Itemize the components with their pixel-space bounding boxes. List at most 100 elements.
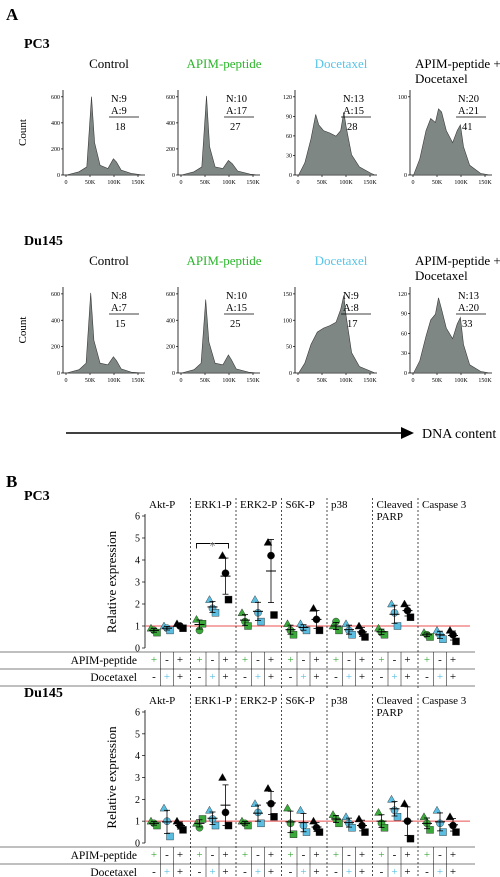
histogram-y-tick-label: 200	[51, 345, 60, 351]
treatment-sign-apim: +	[177, 849, 183, 861]
data-point	[393, 813, 402, 821]
data-point	[153, 628, 161, 637]
data-point	[348, 824, 356, 832]
treatment-sign-docetaxel: +	[177, 671, 183, 683]
histogram-y-tick-label: 0	[172, 173, 175, 179]
data-point	[393, 622, 402, 630]
treatment-sign-apim: +	[424, 849, 430, 861]
treatment-sign-docetaxel: -	[334, 866, 338, 877]
treatment-sign-docetaxel: +	[404, 671, 410, 683]
treatment-sign-apim: -	[302, 654, 306, 666]
histogram-n-count: N:13	[458, 291, 479, 302]
treatment-sign-apim: +	[333, 849, 339, 861]
cell-line-label-b: Du145	[24, 686, 63, 701]
data-point	[361, 633, 369, 641]
histogram-y-tick-label: 100	[283, 318, 292, 324]
histogram-total: 15	[115, 319, 126, 330]
condition-label: Control	[89, 253, 129, 268]
histogram-x-tick-label: 100K	[107, 180, 121, 186]
histogram-x-tick-label: 0	[180, 378, 183, 384]
treatment-sign-apim: +	[268, 654, 274, 666]
histogram-y-tick-label: 0	[289, 371, 292, 377]
condition-label: Docetaxel	[315, 56, 368, 71]
protein-label: Caspase 3	[422, 499, 467, 511]
treatment-row-label-apim: APIM-peptide	[71, 850, 137, 862]
expression-y-tick-label: 4	[135, 751, 140, 762]
data-point	[159, 803, 169, 812]
condition-label-line: Docetaxel	[415, 71, 468, 86]
histogram-x-tick-label: 50K	[200, 180, 211, 186]
treatment-sign-apim: +	[424, 654, 430, 666]
cell-line-label-a: PC3	[24, 37, 50, 52]
condition-label: APIM-peptide + Docetaxel	[415, 253, 500, 283]
data-point	[257, 617, 265, 626]
protein-label-line: Cleaved	[377, 499, 414, 511]
treatment-sign-apim: +	[378, 849, 384, 861]
treatment-sign-docetaxel: -	[243, 866, 247, 877]
treatment-sign-apim: -	[165, 654, 169, 666]
histogram-a-count: A:15	[226, 303, 247, 314]
histogram-y-tick-label: 150	[283, 292, 292, 298]
expression-y-tick-label: 1	[135, 817, 140, 828]
histogram-x-tick-label: 50K	[85, 180, 96, 186]
histogram-area	[65, 96, 144, 176]
histogram-y-tick-label: 400	[166, 121, 175, 127]
data-point	[153, 821, 161, 830]
data-point	[387, 794, 396, 803]
treatment-sign-docetaxel: +	[391, 866, 397, 877]
treatment-sign-apim: +	[287, 654, 293, 666]
data-point	[218, 551, 227, 559]
histogram-y-tick-label: 600	[51, 95, 60, 101]
treatment-sign-docetaxel: +	[346, 671, 352, 683]
protein-label: Cleaved PARP	[377, 695, 414, 719]
treatment-sign-apim: +	[151, 849, 157, 861]
treatment-sign-docetaxel: -	[152, 866, 156, 877]
data-point	[439, 828, 447, 836]
condition-label: Control	[89, 56, 129, 71]
data-point	[205, 805, 214, 814]
data-point	[211, 821, 220, 830]
histogram-y-tick-label: 30	[401, 351, 407, 357]
treatment-sign-docetaxel: +	[300, 866, 306, 877]
histogram-x-tick-label: 150K	[478, 378, 492, 384]
histogram-x-tick-label: 0	[297, 378, 300, 384]
data-point	[198, 620, 207, 628]
treatment-sign-apim: -	[256, 849, 260, 861]
data-point	[224, 595, 233, 604]
histogram-count-label: Count	[17, 119, 29, 146]
expression-y-tick-label: 4	[135, 556, 140, 567]
panel-a-label: A	[6, 5, 19, 24]
treatment-sign-apim: +	[196, 849, 202, 861]
treatment-sign-apim: +	[242, 849, 248, 861]
histogram-x-tick-label: 50K	[432, 378, 443, 384]
protein-label: Caspase 3	[422, 695, 467, 707]
histogram-area	[65, 292, 144, 374]
histogram-x-tick-label: 150K	[131, 378, 145, 384]
expression-y-tick-label: 5	[135, 534, 140, 545]
condition-label: Docetaxel	[315, 253, 368, 268]
data-point	[452, 828, 460, 836]
treatment-sign-apim: +	[359, 654, 365, 666]
data-point	[309, 603, 318, 612]
treatment-sign-docetaxel: +	[437, 671, 443, 683]
condition-label-line: Docetaxel	[415, 268, 468, 283]
histogram-area	[180, 95, 259, 176]
treatment-sign-apim: -	[347, 849, 351, 861]
treatment-sign-docetaxel: +	[164, 866, 170, 877]
treatment-sign-apim: +	[287, 849, 293, 861]
histogram-n-count: N:10	[226, 94, 247, 105]
protein-label: p38	[331, 695, 348, 707]
histogram-total: 41	[462, 122, 473, 133]
treatment-sign-docetaxel: +	[404, 866, 410, 877]
treatment-sign-docetaxel: +	[450, 671, 456, 683]
data-point	[289, 830, 298, 838]
treatment-sign-docetaxel: +	[268, 671, 274, 683]
histogram-y-tick-label: 400	[51, 121, 60, 127]
panel-b-label: B	[6, 472, 17, 491]
histogram-x-tick-label: 100K	[222, 378, 236, 384]
histogram-a-count: A:17	[226, 106, 247, 117]
histogram-y-tick-label: 600	[166, 95, 175, 101]
expression-y-tick-label: 3	[135, 578, 140, 589]
histogram-total: 18	[115, 122, 126, 133]
